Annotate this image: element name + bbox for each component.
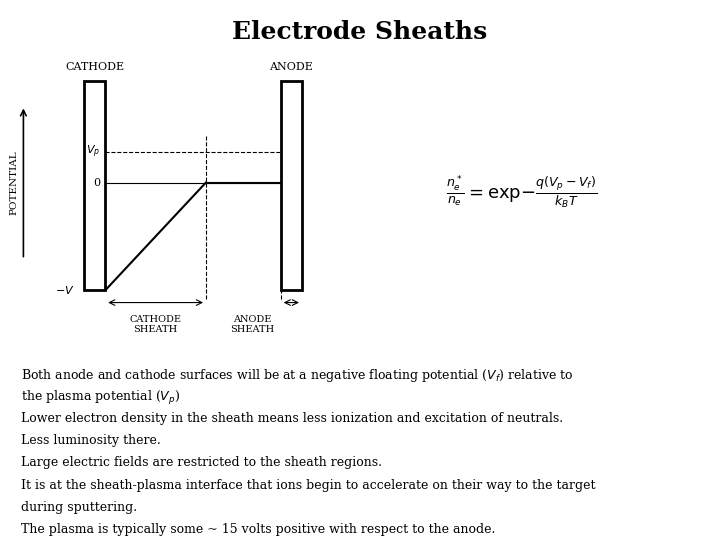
Text: Less luminosity there.: Less luminosity there. xyxy=(22,434,161,447)
Text: Large electric fields are restricted to the sheath regions.: Large electric fields are restricted to … xyxy=(22,456,382,469)
Text: 0: 0 xyxy=(94,178,101,187)
Text: The plasma is typically some ~ 15 volts positive with respect to the anode.: The plasma is typically some ~ 15 volts … xyxy=(22,523,496,536)
Text: ANODE: ANODE xyxy=(269,62,313,72)
Text: CATHODE
SHEATH: CATHODE SHEATH xyxy=(130,315,181,334)
Text: the plasma potential ($V_p$): the plasma potential ($V_p$) xyxy=(22,389,181,407)
Text: POTENTIAL: POTENTIAL xyxy=(9,150,19,215)
Text: during sputtering.: during sputtering. xyxy=(22,501,138,514)
Text: CATHODE: CATHODE xyxy=(66,62,125,72)
Text: Both anode and cathode surfaces will be at a negative floating potential ($V_f$): Both anode and cathode surfaces will be … xyxy=(22,367,574,384)
Text: It is at the sheath-plasma interface that ions begin to accelerate on their way : It is at the sheath-plasma interface tha… xyxy=(22,478,596,491)
Text: ANODE
SHEATH: ANODE SHEATH xyxy=(230,315,275,334)
Bar xyxy=(84,81,105,291)
Text: $-V$: $-V$ xyxy=(55,284,75,296)
Text: $V_p$: $V_p$ xyxy=(86,144,101,160)
Text: $\frac{n_e^*}{n_e} = \mathrm{exp}{-\frac{q(V_p - V_f)}{k_B T}}$: $\frac{n_e^*}{n_e} = \mathrm{exp}{-\frac… xyxy=(446,173,598,211)
Text: Lower electron density in the sheath means less ionization and excitation of neu: Lower electron density in the sheath mea… xyxy=(22,411,564,424)
Bar xyxy=(281,81,302,291)
Text: Electrode Sheaths: Electrode Sheaths xyxy=(233,21,487,44)
